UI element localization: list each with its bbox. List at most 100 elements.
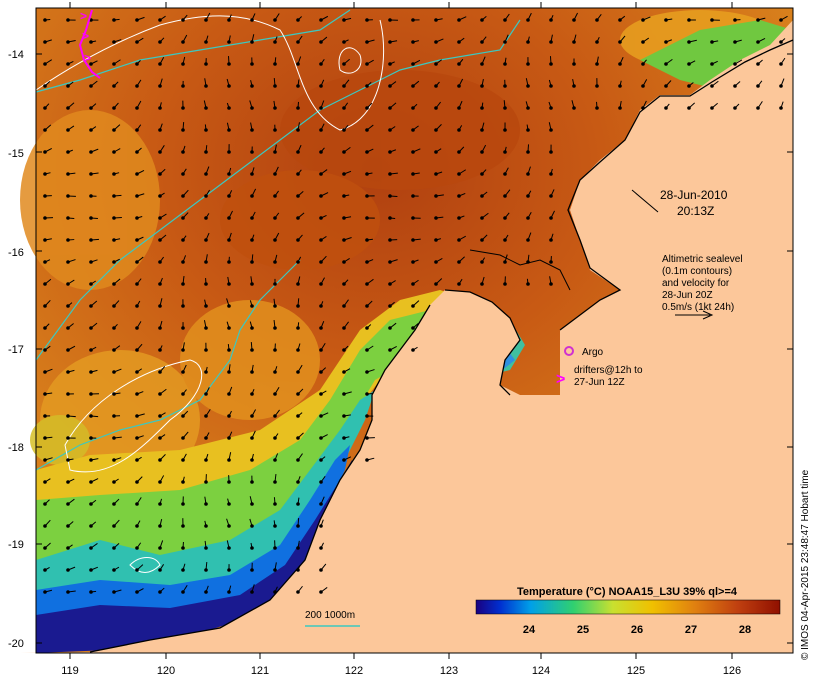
velocity-arrow-origin	[688, 85, 691, 88]
velocity-arrow-origin	[527, 217, 530, 220]
velocity-arrow-origin	[412, 283, 415, 286]
velocity-arrow-origin	[343, 437, 346, 440]
velocity-arrow-origin	[389, 261, 392, 264]
drifters-line-2: 27-Jun 12Z	[574, 377, 625, 388]
velocity-arrow-origin	[412, 19, 415, 22]
velocity-arrow-origin	[90, 349, 93, 352]
altimetry-line-3: and velocity for	[662, 278, 730, 289]
velocity-arrow-origin	[205, 591, 208, 594]
velocity-arrow-origin	[205, 437, 208, 440]
lat-tick-label: -15	[8, 148, 24, 160]
velocity-arrow-origin	[136, 129, 139, 132]
lat-tick-label: -17	[8, 344, 24, 356]
velocity-arrow-origin	[435, 19, 438, 22]
velocity-arrow-origin	[297, 129, 300, 132]
velocity-arrow-origin	[343, 19, 346, 22]
velocity-arrow-origin	[251, 63, 254, 66]
velocity-arrow-origin	[389, 349, 392, 352]
velocity-arrow-origin	[67, 591, 70, 594]
velocity-arrow-origin	[343, 63, 346, 66]
velocity-arrow-origin	[113, 503, 116, 506]
velocity-arrow-origin	[412, 85, 415, 88]
altimetry-line-2: (0.1m contours)	[662, 266, 732, 277]
velocity-arrow-origin	[757, 107, 760, 110]
velocity-arrow-origin	[274, 239, 277, 242]
velocity-arrow-origin	[366, 63, 369, 66]
velocity-arrow-origin	[343, 305, 346, 308]
velocity-arrow-origin	[343, 85, 346, 88]
velocity-arrow-origin	[90, 415, 93, 418]
velocity-arrow-origin	[642, 63, 645, 66]
velocity-arrow-origin	[90, 393, 93, 396]
velocity-arrow-origin	[366, 19, 369, 22]
velocity-arrow-origin	[113, 19, 116, 22]
velocity-arrow-origin	[389, 129, 392, 132]
velocity-arrow-origin	[182, 239, 185, 242]
velocity-arrow-origin	[90, 261, 93, 264]
velocity-arrow-origin	[343, 173, 346, 176]
velocity-arrow-origin	[90, 547, 93, 550]
velocity-arrow-origin	[205, 41, 208, 44]
velocity-arrow-origin	[297, 63, 300, 66]
lon-tick-label: 123	[440, 665, 458, 677]
velocity-arrow-origin	[458, 85, 461, 88]
velocity-arrow-origin	[251, 393, 254, 396]
velocity-arrow-origin	[527, 261, 530, 264]
velocity-arrow-origin	[619, 63, 622, 66]
velocity-arrow-origin	[136, 327, 139, 330]
velocity-arrow-origin	[113, 195, 116, 198]
velocity-arrow-origin	[228, 63, 231, 66]
velocity-arrow-origin	[297, 107, 300, 110]
velocity-arrow-origin	[504, 239, 507, 242]
velocity-arrow-origin	[481, 85, 484, 88]
velocity-arrow-origin	[44, 591, 47, 594]
velocity-arrow-origin	[320, 151, 323, 154]
velocity-arrow-origin	[67, 19, 70, 22]
velocity-arrow-origin	[136, 569, 139, 572]
velocity-arrow-origin	[343, 41, 346, 44]
velocity-arrow-origin	[228, 393, 231, 396]
velocity-arrow-origin	[251, 459, 254, 462]
velocity-arrow-origin	[642, 19, 645, 22]
velocity-arrow-origin	[228, 437, 231, 440]
velocity-arrow-origin	[481, 217, 484, 220]
velocity-arrow-origin	[343, 371, 346, 374]
velocity-arrow-origin	[205, 217, 208, 220]
velocity-arrow-origin	[320, 129, 323, 132]
svg-text:>: >	[84, 51, 91, 65]
velocity-arrow-origin	[205, 547, 208, 550]
velocity-arrow-origin	[44, 63, 47, 66]
lon-tick-label: 122	[345, 665, 363, 677]
velocity-arrow-origin	[481, 239, 484, 242]
time-label: 20:13Z	[677, 204, 714, 218]
velocity-arrow-origin	[573, 41, 576, 44]
velocity-arrow-origin	[228, 525, 231, 528]
velocity-arrow-origin	[320, 63, 323, 66]
svg-text:>: >	[82, 29, 89, 43]
velocity-arrow-origin	[366, 305, 369, 308]
velocity-arrow-origin	[67, 283, 70, 286]
velocity-arrow-origin	[90, 217, 93, 220]
velocity-arrow-origin	[182, 261, 185, 264]
velocity-arrow-origin	[182, 63, 185, 66]
velocity-arrow-origin	[159, 19, 162, 22]
velocity-arrow-origin	[504, 173, 507, 176]
velocity-arrow-origin	[113, 393, 116, 396]
velocity-arrow-origin	[251, 195, 254, 198]
velocity-arrow-origin	[228, 349, 231, 352]
velocity-arrow-origin	[435, 107, 438, 110]
velocity-arrow-origin	[113, 63, 116, 66]
lon-tick-label: 120	[157, 665, 175, 677]
velocity-arrow-origin	[44, 437, 47, 440]
velocity-arrow-origin	[343, 261, 346, 264]
velocity-arrow-origin	[711, 63, 714, 66]
velocity-arrow-origin	[320, 591, 323, 594]
velocity-arrow-origin	[389, 217, 392, 220]
velocity-arrow-origin	[228, 239, 231, 242]
velocity-arrow-origin	[458, 151, 461, 154]
velocity-arrow-origin	[136, 261, 139, 264]
velocity-arrow-origin	[435, 85, 438, 88]
velocity-arrow-origin	[320, 283, 323, 286]
colorbar-title: Temperature (°C) NOAA15_L3U 39% ql>=4	[517, 586, 738, 598]
